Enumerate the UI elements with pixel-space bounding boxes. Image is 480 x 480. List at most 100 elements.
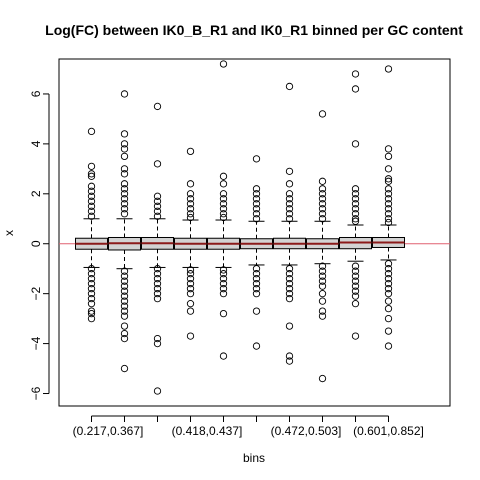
outlier-point bbox=[285, 82, 294, 91]
outlier-point bbox=[87, 307, 96, 315]
outlier-point bbox=[318, 195, 327, 203]
y-tick-label: 4 bbox=[29, 140, 43, 147]
outlier-point bbox=[153, 192, 162, 200]
outlier-point bbox=[87, 182, 96, 190]
outlier-point bbox=[153, 290, 162, 298]
outlier-point bbox=[153, 160, 162, 168]
outlier-point bbox=[120, 272, 129, 280]
y-axis: −6 −4 −2 0 2 4 6 bbox=[29, 90, 50, 400]
box-group bbox=[372, 65, 405, 350]
y-tick-label: 2 bbox=[29, 190, 43, 197]
outlier-point bbox=[318, 290, 327, 298]
outlier-point bbox=[384, 218, 393, 227]
outlier-point bbox=[351, 200, 360, 208]
outlier-point bbox=[384, 185, 393, 193]
outlier-point bbox=[285, 215, 294, 223]
y-tick-label: 0 bbox=[29, 240, 43, 247]
outlier-point bbox=[219, 60, 228, 68]
x-tick-label: (0.472,0.503] bbox=[271, 424, 342, 438]
outlier-point bbox=[87, 202, 96, 210]
outlier-point bbox=[87, 170, 96, 178]
outlier-point bbox=[186, 280, 195, 288]
outlier-point bbox=[120, 152, 129, 161]
outlier-point bbox=[384, 265, 393, 273]
outlier-point bbox=[285, 322, 294, 330]
outlier-point bbox=[384, 290, 393, 298]
outlier-point bbox=[186, 266, 195, 274]
box-group bbox=[207, 60, 240, 360]
outlier-point bbox=[186, 213, 195, 222]
outlier-point bbox=[219, 280, 228, 288]
outlier-point bbox=[120, 200, 129, 208]
outlier-point bbox=[186, 270, 195, 278]
outlier-point bbox=[252, 265, 261, 273]
outlier-point bbox=[285, 205, 294, 213]
outlier-point bbox=[87, 309, 96, 318]
x-tick-label: (0.601,0.852] bbox=[353, 424, 424, 438]
x-tick-label: (0.418,0.437] bbox=[172, 424, 243, 438]
outlier-point bbox=[351, 70, 360, 78]
outlier-point bbox=[219, 180, 228, 188]
outlier-point bbox=[318, 297, 327, 305]
outlier-point bbox=[318, 200, 327, 208]
outlier-point bbox=[351, 262, 360, 270]
outlier-point bbox=[384, 270, 393, 278]
outlier-point bbox=[120, 312, 129, 320]
outlier-point bbox=[87, 197, 96, 205]
outlier-point bbox=[285, 295, 294, 303]
outlier-point bbox=[318, 277, 327, 285]
outlier-point bbox=[87, 265, 96, 273]
outlier-point bbox=[252, 270, 261, 278]
outlier-point bbox=[318, 272, 327, 280]
outlier-point bbox=[318, 205, 327, 213]
outlier-point bbox=[351, 185, 360, 193]
outlier-point bbox=[351, 277, 360, 285]
outlier-point bbox=[384, 275, 393, 283]
boxes-layer bbox=[75, 60, 405, 395]
x-tick-label: (0.217,0.367] bbox=[73, 424, 144, 438]
outlier-point bbox=[318, 185, 327, 193]
outlier-point bbox=[384, 314, 393, 323]
outlier-point bbox=[384, 195, 393, 203]
outlier-point bbox=[186, 290, 195, 298]
outlier-point bbox=[252, 195, 261, 203]
outlier-point bbox=[186, 275, 195, 283]
outlier-point bbox=[219, 190, 228, 198]
outlier-point bbox=[87, 212, 96, 220]
outlier-point bbox=[252, 290, 261, 298]
outlier-point bbox=[219, 352, 228, 360]
outlier-point bbox=[384, 65, 393, 73]
box-group bbox=[174, 147, 207, 340]
outlier-point bbox=[219, 309, 228, 318]
outlier-point bbox=[285, 280, 294, 288]
outlier-point bbox=[120, 282, 129, 290]
outlier-point bbox=[219, 200, 228, 208]
outlier-point bbox=[87, 280, 96, 288]
outlier-point bbox=[384, 280, 393, 288]
outlier-point bbox=[219, 285, 228, 293]
outlier-point bbox=[252, 280, 261, 288]
outlier-point bbox=[120, 277, 129, 285]
outlier-point bbox=[384, 145, 393, 153]
outlier-point bbox=[252, 215, 261, 223]
outlier-point bbox=[285, 265, 294, 273]
outlier-point bbox=[120, 302, 129, 310]
outlier-point bbox=[120, 322, 129, 330]
outlier-point bbox=[351, 190, 360, 198]
outlier-point bbox=[186, 180, 195, 188]
outlier-point bbox=[384, 165, 393, 173]
outlier-point bbox=[318, 177, 327, 185]
outlier-point bbox=[351, 217, 360, 225]
outlier-point bbox=[285, 275, 294, 283]
outlier-point bbox=[351, 282, 360, 290]
outlier-point bbox=[87, 192, 96, 200]
outlier-point bbox=[252, 155, 261, 163]
outlier-point bbox=[252, 285, 261, 293]
outlier-point bbox=[351, 287, 360, 295]
outlier-point bbox=[252, 205, 261, 213]
outlier-point bbox=[318, 210, 327, 218]
outlier-point bbox=[120, 90, 129, 98]
outlier-point bbox=[186, 195, 195, 203]
outlier-point bbox=[252, 210, 261, 218]
